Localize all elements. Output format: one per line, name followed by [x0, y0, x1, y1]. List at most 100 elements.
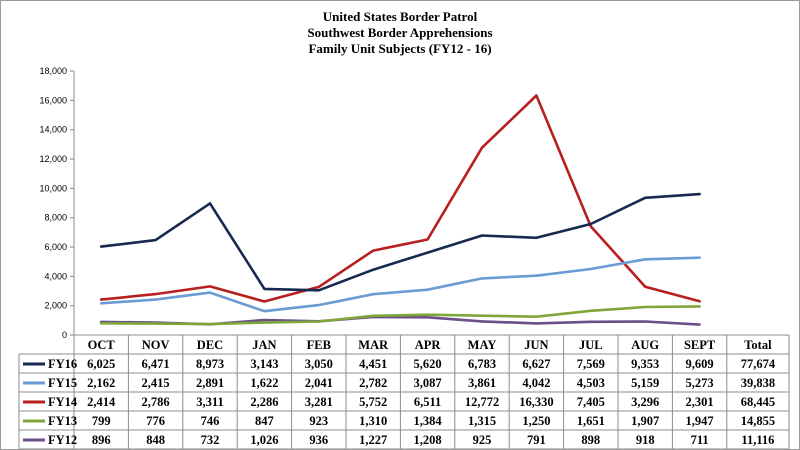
data-label: 4,451	[359, 357, 387, 371]
data-label: 3,143	[250, 357, 278, 371]
y-tick-label: 16,000	[39, 95, 67, 105]
y-tick-label: 14,000	[39, 125, 67, 135]
data-label: 3,087	[414, 376, 442, 390]
total-header: Total	[744, 338, 772, 352]
data-label: 1,651	[577, 414, 605, 428]
data-label: 2,041	[305, 376, 333, 390]
data-label: 918	[636, 433, 655, 447]
data-label: 6,511	[414, 395, 441, 409]
data-label: 6,025	[87, 357, 115, 371]
legend-label: FY16	[48, 357, 77, 371]
data-label: 9,609	[686, 357, 714, 371]
x-tick-label: JUL	[579, 338, 603, 352]
x-tick-label: OCT	[88, 338, 116, 352]
series-line-fy15	[99, 256, 701, 313]
data-label: 711	[691, 433, 709, 447]
y-tick-label: 4,000	[44, 271, 67, 281]
data-label: 4,042	[522, 376, 550, 390]
data-label: 3,311	[196, 395, 223, 409]
data-label: 1,208	[414, 433, 442, 447]
x-tick-label: JAN	[252, 338, 276, 352]
data-label: 1,907	[631, 414, 659, 428]
total-value: 39,838	[741, 376, 775, 390]
data-label: 2,891	[196, 376, 224, 390]
data-label: 1,026	[250, 433, 278, 447]
y-tick-label: 6,000	[44, 242, 67, 252]
data-label: 3,861	[468, 376, 496, 390]
data-label: 848	[146, 433, 165, 447]
x-tick-label: NOV	[142, 338, 170, 352]
data-label: 7,569	[577, 357, 605, 371]
title-line-1: United States Border Patrol	[323, 9, 478, 24]
data-label: 6,627	[522, 357, 550, 371]
total-value: 14,855	[741, 414, 775, 428]
x-tick-label: DEC	[197, 338, 223, 352]
data-label: 1,384	[414, 414, 443, 428]
total-value: 68,445	[741, 395, 775, 409]
data-label: 2,414	[87, 395, 116, 409]
data-label: 3,050	[305, 357, 333, 371]
y-tick-label: 18,000	[39, 66, 67, 76]
data-label: 1,310	[359, 414, 387, 428]
x-tick-label: FEB	[307, 338, 331, 352]
title-line-3: Family Unit Subjects (FY12 - 16)	[308, 41, 491, 56]
data-label: 6,783	[468, 357, 496, 371]
data-label: 7,405	[577, 395, 605, 409]
data-label: 898	[581, 433, 600, 447]
data-label: 6,471	[142, 357, 170, 371]
data-label: 2,782	[359, 376, 387, 390]
data-label: 1,622	[250, 376, 278, 390]
data-label: 925	[473, 433, 492, 447]
y-tick-label: 0	[62, 330, 67, 340]
y-tick-label: 8,000	[44, 213, 67, 223]
data-label: 1,947	[686, 414, 714, 428]
total-value: 11,116	[741, 433, 774, 447]
x-tick-label: MAR	[358, 338, 389, 352]
data-label: 5,273	[686, 376, 714, 390]
total-value: 77,674	[741, 357, 776, 371]
data-label: 2,415	[142, 376, 170, 390]
data-label: 896	[92, 433, 111, 447]
data-label: 799	[92, 414, 111, 428]
data-label: 5,620	[414, 357, 442, 371]
legend-label: FY12	[48, 433, 77, 447]
data-label: 2,786	[142, 395, 170, 409]
data-label: 746	[201, 414, 220, 428]
legend-label: FY14	[48, 395, 78, 409]
chart-title: United States Border Patrol Southwest Bo…	[307, 9, 492, 56]
y-tick-label: 12,000	[39, 154, 67, 164]
y-axis-ticks: 0 2,000 4,000 6,000 8,000 10,000 12,000 14,000 1…	[39, 66, 74, 340]
data-label: 5,159	[631, 376, 659, 390]
data-label: 732	[201, 433, 220, 447]
data-label: 3,281	[305, 395, 333, 409]
data-label: 2,286	[250, 395, 278, 409]
data-label: 1,315	[468, 414, 496, 428]
data-label: 923	[309, 414, 328, 428]
data-label: 2,162	[87, 376, 115, 390]
data-table: OCT NOV DEC JAN FEB MAR APR MAY JUN JUL AUG SEPT Tot…	[18, 334, 790, 449]
data-label: 776	[146, 414, 165, 428]
data-label: 791	[527, 433, 546, 447]
data-label: 8,973	[196, 357, 224, 371]
data-label: 1,250	[522, 414, 550, 428]
data-label: 16,330	[519, 395, 553, 409]
series-line-fy13	[99, 305, 701, 326]
legend-label: FY15	[48, 376, 77, 390]
data-label: 4,503	[577, 376, 605, 390]
legend-label: FY13	[48, 414, 77, 428]
series-line-fy16	[99, 192, 701, 292]
data-label: 9,353	[631, 357, 659, 371]
series-lines	[99, 94, 701, 326]
x-tick-label: SEPT	[684, 338, 716, 352]
y-tick-label: 10,000	[39, 183, 67, 193]
data-label: 1,227	[359, 433, 387, 447]
data-label: 847	[255, 414, 274, 428]
data-label: 2,301	[686, 395, 714, 409]
data-label: 12,772	[465, 395, 499, 409]
data-label: 5,752	[359, 395, 387, 409]
data-label: 936	[309, 433, 328, 447]
data-label: 3,296	[631, 395, 659, 409]
x-tick-label: APR	[415, 338, 442, 352]
